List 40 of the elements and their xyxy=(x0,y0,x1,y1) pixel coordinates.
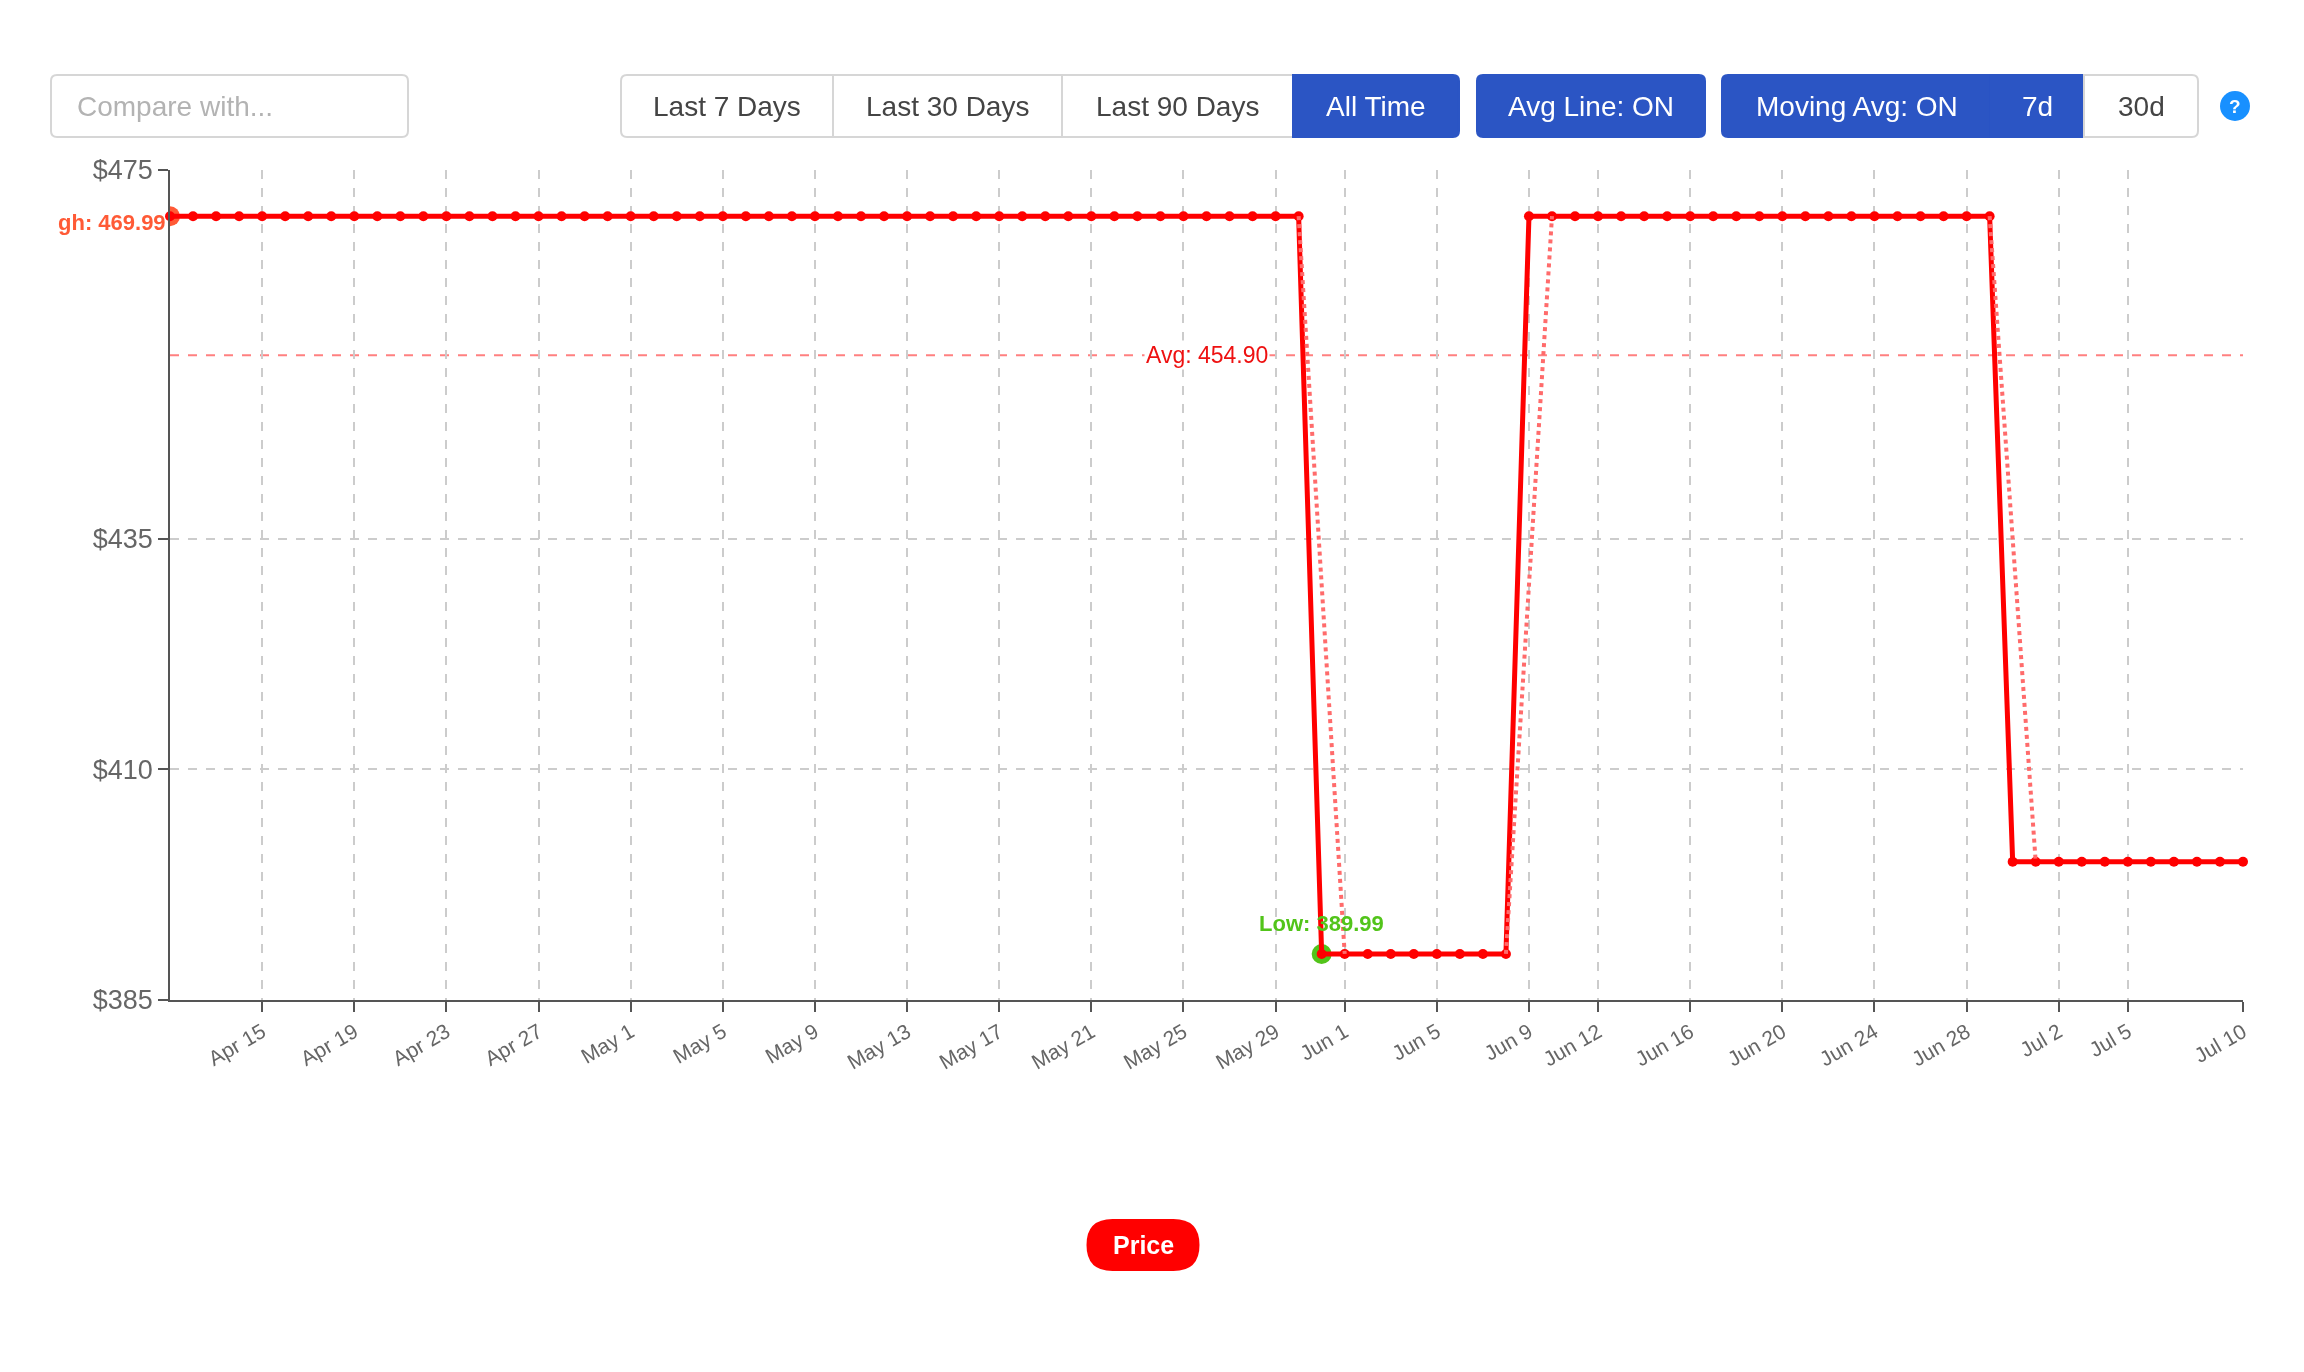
y-tick-label: $410 xyxy=(92,754,153,785)
x-tick-label: Apr 19 xyxy=(296,1019,362,1070)
y-tick-label: $385 xyxy=(92,985,153,1016)
text: ? xyxy=(2229,96,2241,117)
x-tick-label: Jun 9 xyxy=(1480,1019,1537,1065)
x-tick-label: May 13 xyxy=(843,1019,915,1074)
x-tick-label: Jul 2 xyxy=(2016,1019,2066,1062)
ref-line-label: Avg: 454.90 xyxy=(1146,342,1269,368)
text: Compare with... xyxy=(77,91,274,122)
x-tick-label: Jun 28 xyxy=(1907,1019,1974,1071)
text: Price xyxy=(1113,1231,1175,1259)
annotation: gh: 469.99 xyxy=(58,210,166,235)
x-tick-label: Jun 5 xyxy=(1388,1019,1445,1065)
text: Avg Line: ON xyxy=(1508,91,1675,122)
x-tick-label: Apr 23 xyxy=(388,1019,454,1070)
y-tick-label: $475 xyxy=(92,155,153,186)
text: Last 7 Days xyxy=(653,91,801,122)
y-tick-label: $435 xyxy=(92,524,153,555)
text: Last 30 Days xyxy=(866,91,1030,122)
x-tick-label: Jun 16 xyxy=(1631,1019,1698,1071)
x-tick-label: May 9 xyxy=(761,1019,823,1068)
x-tick-label: Jun 1 xyxy=(1295,1019,1352,1065)
x-tick-label: May 25 xyxy=(1119,1019,1191,1074)
x-tick-label: Jul 5 xyxy=(2085,1019,2136,1062)
x-tick-label: Jun 24 xyxy=(1815,1018,1882,1071)
x-tick-label: May 1 xyxy=(576,1019,638,1068)
text: 7d xyxy=(2022,91,2054,122)
x-tick-label: Apr 15 xyxy=(204,1019,270,1070)
x-tick-label: May 21 xyxy=(1027,1019,1099,1074)
x-tick-label: Jun 12 xyxy=(1539,1019,1606,1071)
text: Moving Avg: ON xyxy=(1756,91,1958,122)
text: 30d xyxy=(2118,91,2165,122)
x-tick-label: May 17 xyxy=(935,1019,1007,1074)
text: All Time xyxy=(1326,91,1426,122)
x-tick-label: Jul 10 xyxy=(2190,1019,2251,1068)
x-tick-label: Jun 20 xyxy=(1723,1019,1790,1071)
text: Last 90 Days xyxy=(1096,91,1260,122)
x-tick-label: May 5 xyxy=(669,1019,731,1068)
x-tick-label: Apr 27 xyxy=(480,1019,546,1070)
x-tick-label: May 29 xyxy=(1211,1019,1283,1074)
